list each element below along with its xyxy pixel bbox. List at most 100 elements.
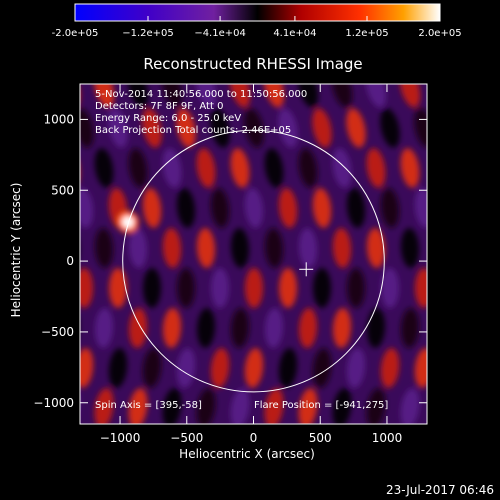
footer-timestamp: 23-Jul-2017 06:46: [386, 483, 494, 497]
fringe-blob: [298, 228, 318, 268]
fringe-blob: [244, 348, 264, 388]
fringe-blob: [264, 308, 284, 348]
colorbar-tick-label: 1.2e+05: [345, 28, 388, 39]
fringe-blob: [400, 308, 420, 348]
x-tick-label: 500: [309, 431, 332, 445]
fringe-blob: [108, 108, 128, 148]
fringe-blob: [263, 84, 285, 108]
y-tick-label: −1000: [33, 396, 74, 410]
fringe-blob: [332, 388, 352, 424]
colorbar: -2.0e+05 −1.2e+05 −4.1e+04 4.1e+04 1.2e+05 2.…: [52, 3, 462, 39]
fringe-blob: [264, 388, 284, 424]
spin-axis-label: Spin Axis = [395,-58]: [95, 400, 202, 411]
fringe-blob: [210, 108, 230, 148]
fringe-blob: [80, 188, 94, 228]
fringe-blob: [331, 84, 353, 108]
fringe-blob: [128, 308, 148, 348]
axis-ticks: −1000 −500 0 500 1000 −1000 −500 0 500 1000: [33, 84, 427, 445]
info-line: Detectors: 7F 8F 9F, Att 0: [95, 101, 223, 112]
fringe-blob: [94, 308, 114, 348]
fringe-blob: [312, 108, 332, 148]
fringe-blob: [176, 108, 196, 148]
fringe-blob: [142, 108, 162, 148]
fringe-blob: [366, 148, 386, 188]
colorbar-gradient: [74, 3, 441, 22]
fringe-blob: [278, 108, 298, 148]
fringe-blob: [162, 228, 182, 268]
colorbar-tick-label: −1.2e+05: [122, 28, 174, 39]
fringe-blob: [128, 148, 148, 188]
fringe-blob: [94, 148, 114, 188]
fringe-blob: [230, 388, 250, 424]
fringe-blob: [414, 108, 427, 148]
fringe-blob: [365, 84, 387, 108]
fringe-blob: [366, 228, 386, 268]
fringe-blob: [298, 148, 318, 188]
fringe-blob: [298, 388, 318, 424]
x-tick-label: −1000: [100, 431, 141, 445]
fringe-blob: [399, 84, 421, 108]
fringe-blob: [414, 188, 427, 228]
flare-hotspot-core: [121, 216, 134, 229]
fringe-blob: [196, 308, 216, 348]
info-line: 5-Nov-2014 11:40:56.000 to 11:50:56.000: [95, 89, 307, 100]
fringe-blob: [279, 268, 297, 308]
fringe-blob: [346, 108, 366, 148]
fringe-blob: [211, 268, 229, 308]
fringe-blob: [332, 148, 352, 188]
x-tick-label: 1000: [372, 431, 403, 445]
fringe-blob: [332, 228, 352, 268]
fringe-blob: [108, 348, 128, 388]
fringe-blob: [244, 188, 264, 228]
fringe-blob: [196, 148, 216, 188]
fringe-blob: [380, 188, 400, 228]
fringe-blob: [93, 84, 115, 108]
fringe-blob: [229, 84, 251, 108]
y-tick-label: 0: [66, 254, 74, 268]
fringe-blob: [332, 308, 352, 348]
info-text-block: 5-Nov-2014 11:40:56.000 to 11:50:56.000D…: [95, 89, 307, 136]
fringe-blob: [400, 228, 420, 268]
fringe-blob: [128, 388, 148, 424]
solar-limb-circle: [122, 129, 385, 393]
fringe-blob: [230, 228, 250, 268]
y-tick-label: 500: [51, 183, 74, 197]
fringe-blob: [161, 84, 183, 108]
fringe-blob: [128, 228, 148, 268]
fringe-blob: [264, 228, 284, 268]
fringe-blob: [400, 148, 420, 188]
colorbar-tick-label: 4.1e+04: [273, 28, 316, 39]
fringe-blob: [346, 348, 366, 388]
fringe-blob: [312, 348, 332, 388]
fringe-blob: [142, 348, 162, 388]
fringe-blob: [143, 268, 161, 308]
heatmap-image: [80, 84, 427, 424]
fringe-blob: [195, 84, 217, 108]
fringe-blob: [278, 348, 298, 388]
fringe-blob: [264, 148, 284, 188]
colorbar-tick-label: −4.1e+04: [194, 28, 246, 39]
fringe-blob: [297, 84, 319, 108]
fringe-blob: [210, 188, 230, 228]
fringe-blob: [346, 188, 366, 228]
fringe-blob: [298, 308, 318, 348]
fringe-blob: [210, 348, 230, 388]
x-tick-label: −500: [170, 431, 203, 445]
fringe-blob: [177, 268, 195, 308]
info-line: Energy Range: 6.0 - 25.0 keV: [95, 113, 241, 124]
fringe-blob: [415, 268, 427, 308]
fringe-blob: [312, 188, 332, 228]
fringe-blob: [80, 348, 94, 388]
fringe-blob: [400, 388, 420, 424]
fringe-blob: [94, 388, 114, 424]
x-tick-label: 0: [250, 431, 258, 445]
fringe-blob: [347, 268, 365, 308]
y-tick-label: 1000: [43, 112, 74, 126]
fringe-blob: [127, 84, 149, 108]
fringe-blob: [176, 188, 196, 228]
y-axis-label: Heliocentric Y (arcsec): [9, 183, 23, 318]
fringe-blob: [380, 348, 400, 388]
fringe-blob: [109, 268, 127, 308]
colorbar-ticks: -2.0e+05 −1.2e+05 −4.1e+04 4.1e+04 1.2e+05 2.…: [52, 16, 462, 39]
